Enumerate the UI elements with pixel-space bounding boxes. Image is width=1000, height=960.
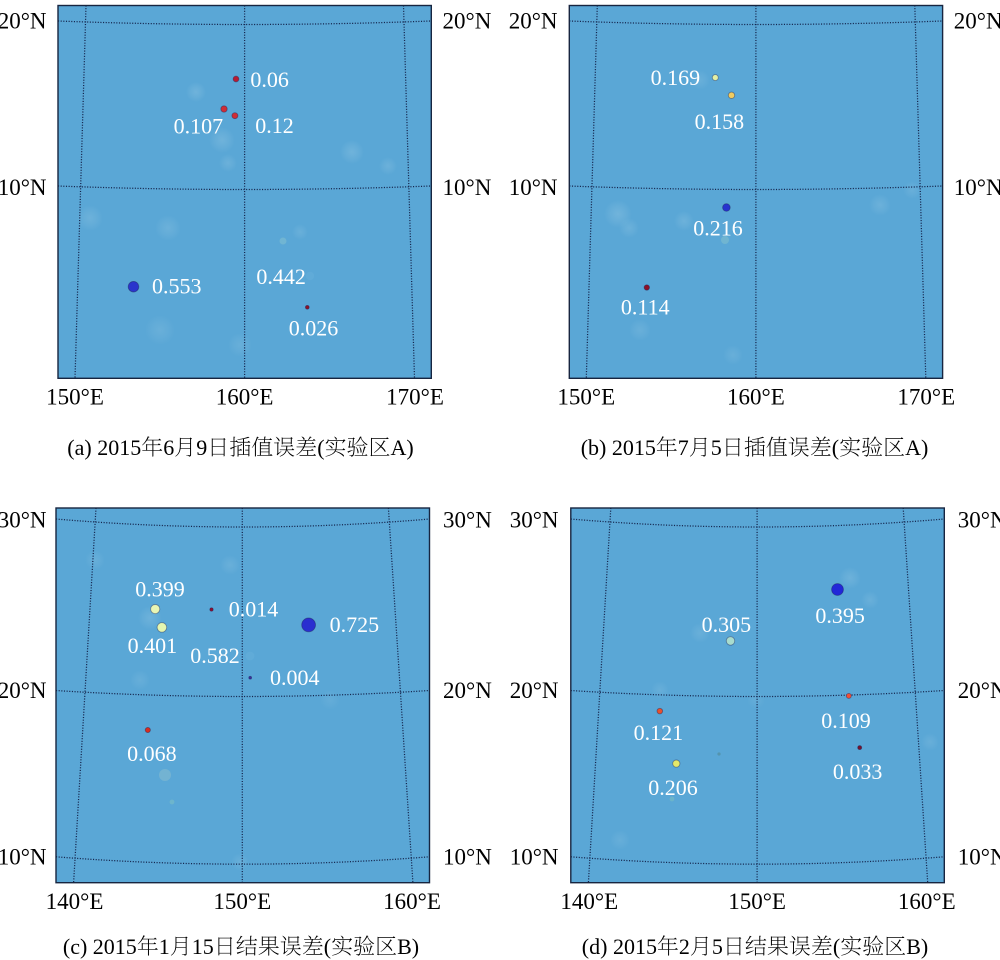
svg-text:150°E: 150°E [46, 385, 104, 410]
svg-text:0.12: 0.12 [255, 113, 294, 138]
svg-text:7: 7 [678, 435, 689, 460]
svg-text:10°N: 10°N [510, 845, 559, 870]
svg-text:0.033: 0.033 [833, 759, 883, 784]
svg-text:0.158: 0.158 [695, 109, 745, 134]
svg-text:(a) 2015: (a) 2015 [67, 435, 141, 460]
svg-text:160°E: 160°E [898, 889, 956, 914]
svg-text:5: 5 [711, 435, 722, 460]
svg-text:5: 5 [712, 934, 723, 959]
svg-text:20°N: 20°N [443, 678, 492, 703]
svg-text:170°E: 170°E [897, 385, 955, 410]
svg-text:(d) 2015: (d) 2015 [582, 934, 657, 959]
svg-text:0.401: 0.401 [128, 633, 178, 658]
svg-text:0.026: 0.026 [289, 316, 339, 341]
svg-text:30°N: 30°N [0, 508, 47, 533]
svg-text:0.395: 0.395 [815, 603, 865, 628]
svg-text:10°N: 10°N [954, 175, 1000, 200]
svg-text:9: 9 [196, 435, 207, 460]
svg-text:0.169: 0.169 [651, 65, 701, 90]
svg-text:B): B) [397, 934, 419, 959]
svg-text:170°E: 170°E [386, 385, 444, 410]
svg-text:0.582: 0.582 [190, 643, 240, 668]
svg-text:0.442: 0.442 [256, 264, 306, 289]
svg-text:0.216: 0.216 [693, 216, 743, 241]
svg-text:10°N: 10°N [509, 175, 558, 200]
svg-text:A): A) [905, 435, 928, 460]
svg-text:20°N: 20°N [0, 9, 47, 34]
svg-text:20°N: 20°N [958, 678, 1000, 703]
svg-text:140°E: 140°E [560, 889, 618, 914]
svg-text:0.121: 0.121 [634, 720, 684, 745]
svg-text:150°E: 150°E [557, 385, 615, 410]
svg-text:0.114: 0.114 [621, 295, 670, 320]
svg-text:0.553: 0.553 [152, 273, 202, 298]
svg-text:0.014: 0.014 [229, 597, 279, 622]
svg-text:0.068: 0.068 [127, 741, 177, 766]
svg-text:2: 2 [679, 934, 690, 959]
svg-text:(: ( [317, 435, 324, 460]
svg-text:(: ( [324, 934, 331, 959]
svg-text:6: 6 [163, 435, 174, 460]
svg-text:0.305: 0.305 [702, 612, 752, 637]
svg-text:0.06: 0.06 [250, 67, 289, 92]
svg-text:20°N: 20°N [510, 678, 559, 703]
svg-text:10°N: 10°N [443, 175, 492, 200]
svg-text:(c) 2015: (c) 2015 [63, 934, 137, 959]
svg-text:1: 1 [159, 934, 170, 959]
svg-text:0.725: 0.725 [330, 612, 380, 637]
svg-text:140°E: 140°E [46, 889, 104, 914]
svg-text:30°N: 30°N [958, 508, 1000, 533]
svg-text:0.004: 0.004 [270, 665, 320, 690]
svg-text:15: 15 [192, 934, 214, 959]
svg-text:160°E: 160°E [727, 385, 785, 410]
svg-text:150°E: 150°E [213, 889, 271, 914]
svg-text:20°N: 20°N [443, 9, 492, 34]
svg-text:30°N: 30°N [443, 508, 492, 533]
svg-text:150°E: 150°E [728, 889, 786, 914]
svg-text:(b) 2015: (b) 2015 [581, 435, 656, 460]
svg-text:10°N: 10°N [958, 845, 1000, 870]
svg-text:30°N: 30°N [510, 508, 559, 533]
svg-text:A): A) [391, 435, 414, 460]
svg-text:20°N: 20°N [509, 9, 558, 34]
svg-text:20°N: 20°N [0, 678, 47, 703]
svg-text:0.206: 0.206 [648, 775, 698, 800]
svg-text:20°N: 20°N [954, 9, 1000, 34]
svg-text:B): B) [906, 934, 928, 959]
svg-text:10°N: 10°N [0, 845, 47, 870]
svg-text:0.399: 0.399 [135, 577, 185, 602]
svg-text:(: ( [832, 435, 839, 460]
svg-text:160°E: 160°E [216, 385, 274, 410]
svg-text:160°E: 160°E [383, 889, 441, 914]
svg-text:10°N: 10°N [443, 845, 492, 870]
svg-text:10°N: 10°N [0, 175, 47, 200]
svg-text:(: ( [833, 934, 840, 959]
svg-text:0.107: 0.107 [174, 114, 224, 139]
svg-text:0.109: 0.109 [821, 708, 871, 733]
